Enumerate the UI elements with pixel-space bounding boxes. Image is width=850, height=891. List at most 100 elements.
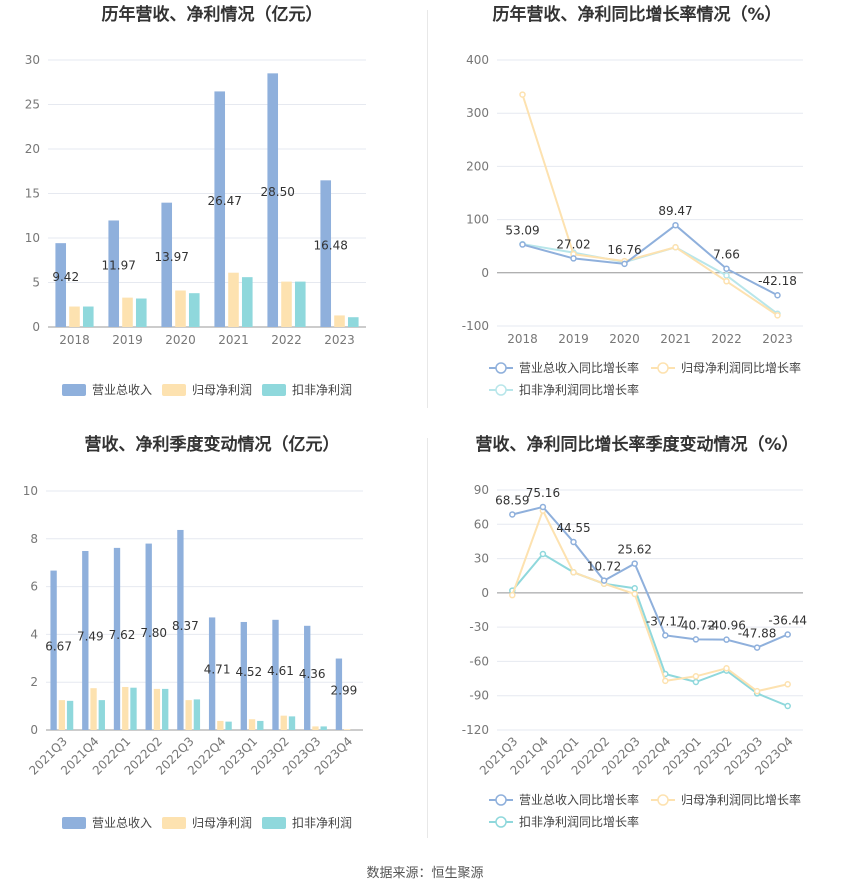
bar-revenue [55,243,67,327]
bar-revenue [208,617,216,730]
legend-marker [495,816,507,828]
series-line [522,223,778,297]
data-point [600,577,608,584]
bar-net-profit [312,726,319,730]
y-tick-label: 0 [481,586,489,600]
x-tick-label: 2019 [112,333,143,347]
bar-net-profit [69,306,80,327]
series-line [521,94,779,317]
y-tick-label: 2 [30,675,38,689]
data-label: 89.47 [658,204,692,218]
y-tick-label: 20 [25,142,40,156]
data-point [519,241,526,248]
legend-label: 扣非净利润 [292,816,352,830]
data-point [662,632,669,639]
data-label: 68.59 [495,493,529,507]
y-tick-label: 25 [25,98,40,112]
bar-revenue [161,202,173,327]
y-tick-label: -30 [469,620,489,634]
y-tick-label: 5 [32,276,40,290]
data-label: 13.97 [155,250,189,264]
data-label: 28.50 [261,185,295,199]
data-point [692,673,700,680]
x-tick-label: 2021 [218,333,249,347]
data-label: 53.09 [505,224,539,238]
bar-revenue [267,73,279,327]
data-label: 25.62 [618,543,652,557]
data-point [539,503,547,511]
bar-revenue [335,658,343,730]
y-tick-label: 100 [466,213,489,227]
data-label: -40.96 [707,619,746,633]
legend-swatch [162,384,186,396]
bar-deducted-profit [288,716,296,730]
chart-title: 历年营收、净利情况（亿元） [102,4,323,25]
chart-title: 营收、净利季度变动情况（亿元） [85,434,340,455]
data-label: 2.99 [331,683,358,697]
data-point [631,590,638,598]
data-point [570,538,577,546]
bar-net-profit [281,281,292,327]
bar-deducted-profit [241,277,253,327]
legend-label: 扣非净利润同比增长率 [519,382,639,397]
data-label: 4.52 [235,665,262,679]
data-point [723,636,730,643]
bar-revenue [177,529,184,730]
data-label: 7.80 [140,626,167,640]
chart-annual-growth: 历年营收、净利同比增长率情况（%） -100 0 100 200 300 400 2018 20… [462,4,803,397]
data-point [631,560,638,567]
bar-net-profit [334,315,345,327]
data-point [621,260,628,268]
chart-quarterly-growth: 营收、净利同比增长率季度变动情况（%） -120 -90 -60 -30 0 30 60 90 2… [462,434,807,829]
data-point [509,511,516,518]
legend-marker [657,794,669,806]
data-point [509,591,516,599]
panel-annual-growth: 历年营收、净利同比增长率情况（%） -100 0 100 200 300 400 2018 20… [425,0,850,420]
x-tick-label: 2022 [271,333,302,347]
data-point [774,312,781,319]
y-tick-label: 300 [466,106,489,120]
chart-quarterly-revenue-profit: 营收、净利季度变动情况（亿元）02468102021Q32021Q42022Q1… [23,434,363,830]
bar-deducted-profit [130,687,137,730]
legend-label: 营业总收入同比增长率 [519,360,639,375]
legend-swatch [262,817,286,829]
bar-net-profit [343,729,351,730]
bar-revenue [240,621,247,730]
bar-deducted-profit [66,700,74,730]
y-tick-label: 10 [25,231,40,245]
data-point [784,702,791,710]
data-label: 10.72 [587,560,621,574]
data-label: -36.44 [768,614,807,628]
bar-net-profit [90,688,97,730]
y-tick-label: 400 [466,53,489,67]
legend-swatch [62,817,86,829]
data-label: -40.72 [677,618,716,632]
legend-swatch [62,384,86,396]
data-label: 7.49 [77,629,104,643]
bar-revenue [82,550,89,730]
bar-net-profit [122,297,133,327]
bar-deducted-profit [98,700,105,730]
x-tick-label: 2020 [609,332,640,346]
y-tick-label: 0 [481,266,489,280]
panel-quarterly-revenue-profit: 营收、净利季度变动情况（亿元） 0 2 4 6 8 10 2021Q3 2021Q4 2022Q1… [0,425,425,845]
data-point [672,221,679,229]
x-tick-label: 2020 [165,333,196,347]
y-tick-label: -60 [469,654,489,668]
divider-top [427,10,428,408]
data-label: -47.88 [738,627,777,641]
bar-revenue [50,570,57,730]
bar-net-profit [217,720,224,730]
bar-revenue [304,625,311,730]
legend-label: 营业总收入 [92,383,152,397]
data-label: 9.42 [52,270,79,284]
data-label: 8.37 [172,619,199,633]
legend-marker [495,384,507,396]
data-point [723,265,730,272]
data-point [774,291,781,299]
data-label: -42.18 [758,274,797,288]
y-tick-label: 15 [25,187,40,201]
x-tick-label: 2019 [558,332,589,346]
bar-revenue [108,220,120,327]
data-label: 26.47 [208,194,242,208]
